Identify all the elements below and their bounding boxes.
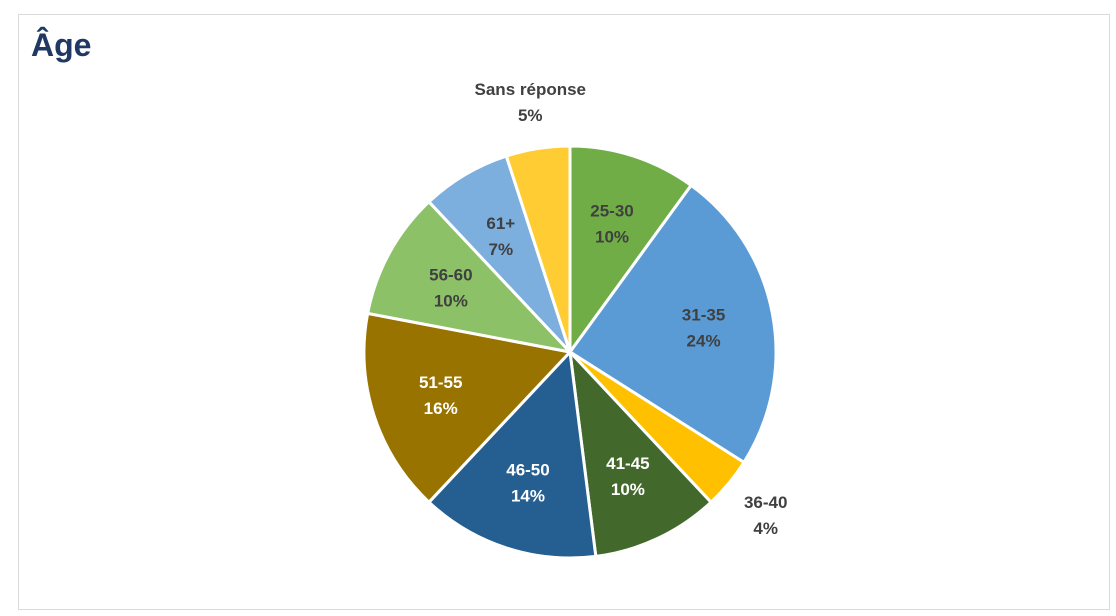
- slice-percent-label: 10%: [434, 292, 468, 311]
- slice-category-label: Sans réponse: [475, 80, 587, 99]
- pie-slice-51-55: [362, 311, 572, 504]
- slice-category-label: 31-35: [682, 306, 725, 325]
- pie-slice-sans-r-ponse: [504, 144, 572, 354]
- slice-percent-label: 5%: [518, 106, 543, 125]
- slice-percent-label: 10%: [595, 228, 629, 247]
- slice-category-label: 51-55: [419, 373, 462, 392]
- slice-percent-label: 10%: [611, 480, 645, 499]
- chart-title: Âge: [31, 27, 92, 63]
- slice-percent-label: 16%: [424, 399, 458, 418]
- slice-category-label: 41-45: [606, 454, 649, 473]
- pie-chart: 25-30 10% 31-35 24% 36-40 4% 41-45 10% 46-50 14% 5…: [362, 80, 787, 560]
- slice-percent-label: 4%: [753, 519, 778, 538]
- slice-category-label: 36-40: [744, 493, 787, 512]
- slice-category-label: 46-50: [506, 460, 549, 479]
- slice-category-label: 25-30: [590, 202, 633, 221]
- slice-percent-label: 7%: [489, 240, 514, 259]
- pie-slice-56-60: [366, 200, 572, 354]
- pie-slice-31-35: [568, 183, 778, 464]
- slice-percent-label: 24%: [687, 332, 721, 351]
- slice-percent-label: 14%: [511, 486, 545, 505]
- pie-slice-46-50: [427, 350, 598, 560]
- pie-slice-41-45: [568, 350, 713, 558]
- chart-area: Âge 25-30 10% 31-35 24% 36-40 4% 41-45 10% 46-50…: [18, 14, 1110, 610]
- pie-slice-25-30: [568, 144, 693, 354]
- slice-category-label: 61+: [486, 214, 515, 233]
- slice-category-label: 56-60: [429, 266, 472, 285]
